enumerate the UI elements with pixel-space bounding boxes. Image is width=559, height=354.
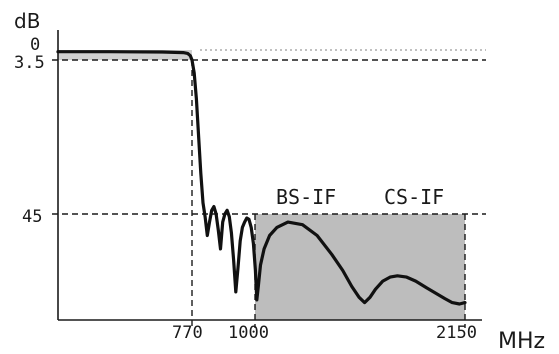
y-tick-label-3.5: 3.5 (14, 53, 45, 73)
cs-if-label: CS-IF (384, 185, 444, 209)
attenuation-curve (56, 50, 467, 306)
y-tick-label-45: 45 (22, 207, 42, 227)
reference-lines (52, 49, 486, 328)
y-tick-label-0: 0 (30, 35, 40, 55)
bs-if-label: BS-IF (276, 185, 336, 209)
passband-shade (58, 50, 192, 60)
x-tick-label-1000: 1000 (228, 323, 269, 343)
x-axis-label: MHz (498, 329, 545, 354)
x-tick-label-770: 770 (172, 323, 203, 343)
x-tick-label-2150: 2150 (436, 323, 477, 343)
y-axis-label: dB (14, 9, 40, 33)
if-band-shade (255, 214, 465, 320)
